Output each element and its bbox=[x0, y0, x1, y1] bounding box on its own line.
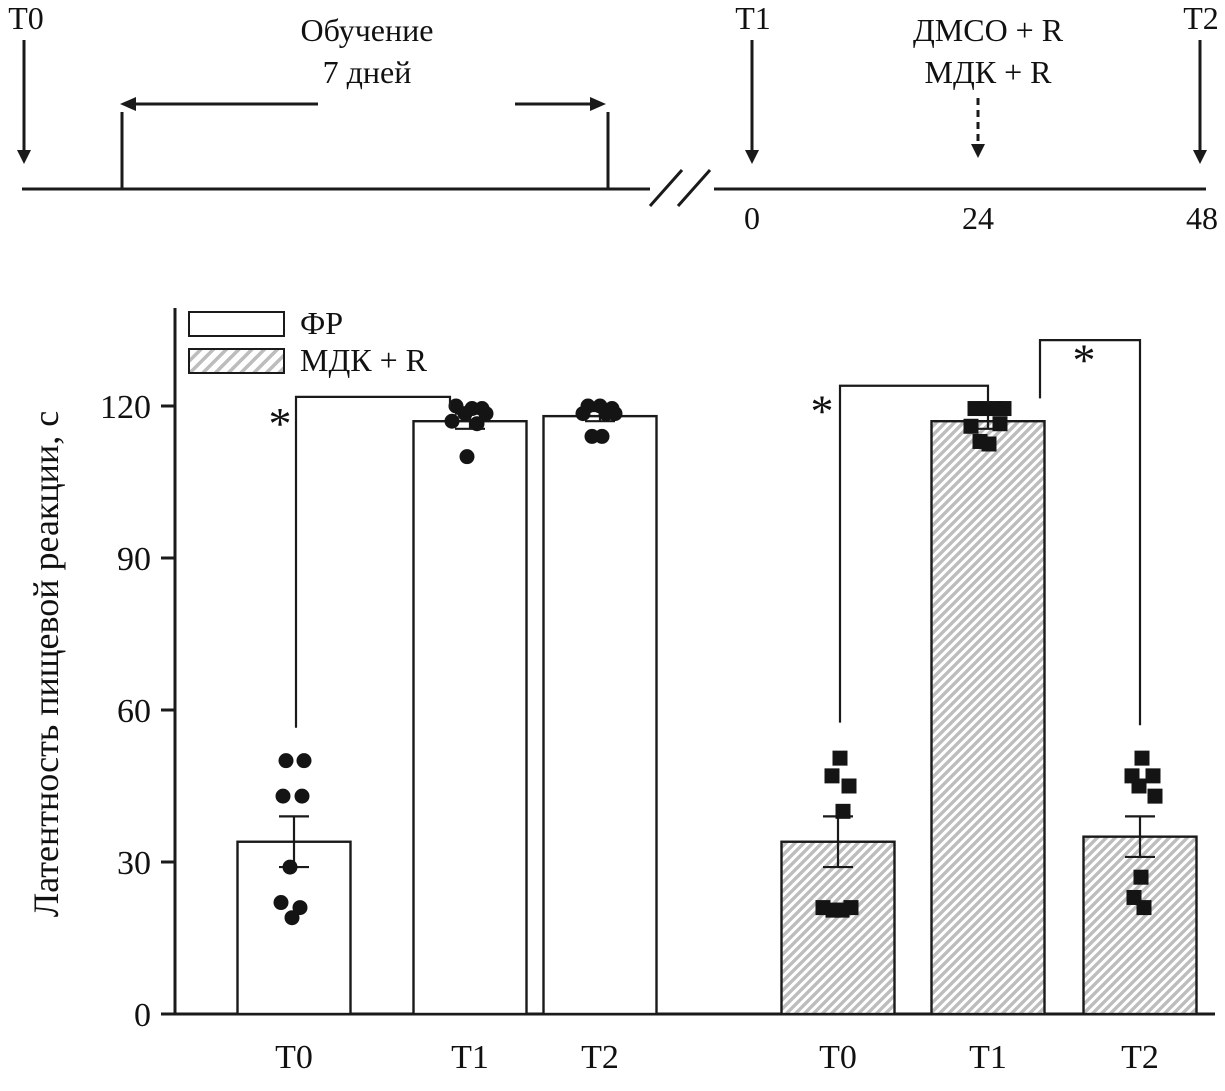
data-point-circle bbox=[457, 406, 473, 422]
legend-label-mdk: МДК + R bbox=[300, 342, 428, 378]
x-tick-label: T2 bbox=[581, 1039, 619, 1076]
legend-swatch-plain bbox=[188, 310, 285, 337]
data-point-circle bbox=[594, 428, 610, 444]
t1-arrow-head bbox=[745, 150, 759, 164]
data-point-square bbox=[835, 803, 851, 819]
y-tick-label: 0 bbox=[134, 997, 151, 1034]
training-label-line1: Обучение bbox=[300, 12, 434, 48]
data-point-square bbox=[824, 768, 840, 784]
data-point-circle bbox=[459, 449, 475, 465]
data-point-square bbox=[996, 401, 1012, 417]
bar-МДК + R-T0 bbox=[780, 840, 896, 1016]
significance-bracket bbox=[838, 384, 990, 723]
treatment-arrow-head bbox=[971, 144, 985, 158]
treatment-label-line1: ДМСО + R bbox=[912, 12, 1064, 48]
data-point-circle bbox=[478, 406, 494, 422]
bar-МДК + R-T2 bbox=[1082, 835, 1198, 1016]
timeline-t0-label: T0 bbox=[8, 0, 44, 36]
x-tick-label: T0 bbox=[819, 1039, 857, 1076]
timeline-tick-24: 24 bbox=[962, 200, 994, 236]
x-tick-label: T1 bbox=[969, 1039, 1007, 1076]
data-point-circle bbox=[284, 910, 300, 926]
data-point-circle bbox=[282, 859, 298, 875]
legend-swatch-hatched bbox=[188, 347, 285, 374]
data-point-square bbox=[1145, 768, 1161, 784]
y-axis-title: Латентность пищевой реакции, с bbox=[26, 410, 66, 918]
timeline-tick-48: 48 bbox=[1186, 200, 1218, 236]
bar-ФР-T1 bbox=[412, 420, 528, 1016]
y-tick-label: 120 bbox=[100, 389, 151, 426]
bar-chart: 0 30 60 90 120 T0 T1 T2 T0 T1 T2 * * * bbox=[100, 308, 1215, 1076]
training-label-line2: 7 дней bbox=[322, 54, 412, 90]
data-point-square bbox=[832, 750, 848, 766]
legend-item-fr: ФР bbox=[188, 305, 427, 342]
data-point-square bbox=[963, 418, 979, 434]
y-tick-label: 30 bbox=[117, 845, 151, 882]
x-tick-label: T1 bbox=[451, 1039, 489, 1076]
data-point-square bbox=[1133, 869, 1149, 885]
data-point-square bbox=[992, 416, 1008, 432]
data-point-circle bbox=[275, 788, 291, 804]
x-tick-label: T2 bbox=[1121, 1039, 1159, 1076]
axis-break-slash-1 bbox=[648, 169, 684, 207]
timeline-t1-label: T1 bbox=[735, 0, 771, 36]
data-point-square bbox=[981, 436, 997, 452]
data-point-circle bbox=[575, 406, 591, 422]
significance-star: * bbox=[811, 385, 834, 436]
timeline-t2-label: T2 bbox=[1183, 0, 1219, 36]
data-point-square bbox=[1136, 900, 1152, 916]
data-point-circle bbox=[294, 788, 310, 804]
treatment-label-line2: МДК + R bbox=[924, 54, 1052, 90]
training-arrow-left-head bbox=[120, 97, 136, 111]
data-point-circle bbox=[444, 413, 460, 429]
data-point-square bbox=[1147, 788, 1163, 804]
significance-bracket bbox=[294, 395, 452, 728]
t0-arrow-head bbox=[17, 150, 31, 164]
legend-label-fr: ФР bbox=[300, 305, 344, 341]
significance-bracket bbox=[1038, 339, 1142, 726]
data-point-circle bbox=[469, 416, 485, 432]
axis-break-slash-2 bbox=[676, 169, 712, 207]
timeline-tick-0: 0 bbox=[744, 200, 760, 236]
data-point-square bbox=[1131, 778, 1147, 794]
x-tick-label: T0 bbox=[275, 1039, 313, 1076]
training-arrow-right-head bbox=[590, 97, 606, 111]
data-point-circle bbox=[292, 900, 308, 916]
data-point-circle bbox=[607, 406, 623, 422]
data-point-square bbox=[841, 778, 857, 794]
t2-arrow-head bbox=[1193, 150, 1207, 164]
data-point-square bbox=[843, 900, 859, 916]
legend-item-mdk: МДК + R bbox=[188, 342, 427, 379]
bar-МДК + R-T1 bbox=[930, 420, 1046, 1016]
legend: ФР МДК + R bbox=[188, 305, 427, 379]
y-tick-label: 90 bbox=[117, 541, 151, 578]
y-tick-label: 60 bbox=[117, 693, 151, 730]
significance-star: * bbox=[1073, 335, 1096, 386]
data-point-circle bbox=[278, 753, 294, 769]
timeline-diagram bbox=[17, 40, 1207, 207]
bar-ФР-T2 bbox=[542, 414, 658, 1016]
data-point-circle bbox=[296, 753, 312, 769]
data-point-circle bbox=[273, 895, 289, 911]
significance-star: * bbox=[269, 398, 292, 449]
data-point-square bbox=[1134, 750, 1150, 766]
